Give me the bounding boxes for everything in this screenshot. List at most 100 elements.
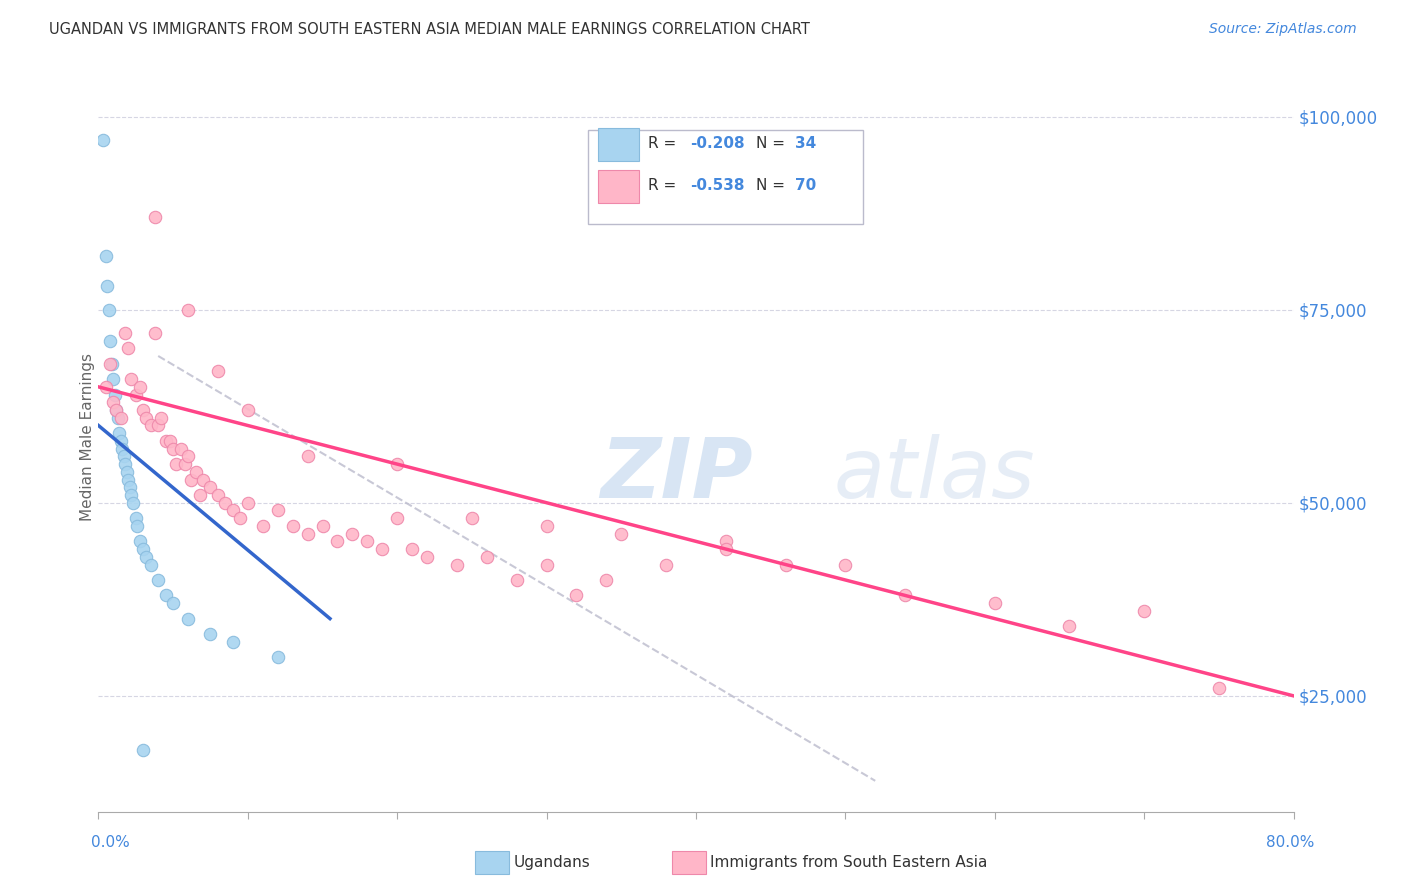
Text: Ugandans: Ugandans: [513, 855, 591, 870]
Point: [143, 210, 166, 224]
Point: [834, 558, 856, 572]
Point: [297, 526, 319, 541]
Text: Source: ZipAtlas.com: Source: ZipAtlas.com: [1209, 22, 1357, 37]
Point: [401, 542, 423, 557]
Point: [139, 418, 162, 433]
Point: [236, 496, 259, 510]
Point: [655, 558, 678, 572]
Point: [267, 650, 290, 665]
FancyBboxPatch shape: [589, 130, 863, 224]
Point: [222, 634, 245, 648]
Text: N =: N =: [756, 178, 790, 193]
Point: [135, 549, 157, 564]
FancyBboxPatch shape: [598, 169, 638, 202]
Text: atlas: atlas: [834, 434, 1035, 515]
Point: [103, 395, 125, 409]
Point: [94, 248, 117, 262]
Point: [105, 403, 128, 417]
Point: [775, 558, 797, 572]
Point: [129, 534, 152, 549]
Text: 80.0%: 80.0%: [1267, 836, 1315, 850]
Point: [169, 442, 191, 456]
Point: [214, 496, 236, 510]
Point: [200, 480, 222, 494]
Point: [118, 480, 141, 494]
Point: [188, 488, 211, 502]
Point: [107, 410, 129, 425]
Text: N =: N =: [756, 136, 790, 151]
Point: [177, 302, 200, 317]
Point: [356, 534, 378, 549]
Point: [297, 450, 319, 464]
Point: [177, 450, 200, 464]
Point: [184, 465, 207, 479]
Y-axis label: Median Male Earnings: Median Male Earnings: [80, 353, 94, 521]
Point: [714, 542, 737, 557]
Point: [148, 418, 170, 433]
Point: [127, 519, 149, 533]
Point: [229, 511, 252, 525]
Text: 70: 70: [796, 178, 817, 193]
Point: [110, 410, 132, 425]
Point: [326, 534, 349, 549]
Point: [342, 526, 364, 541]
Point: [174, 457, 197, 471]
Point: [536, 519, 558, 533]
Point: [461, 511, 484, 525]
Point: [1059, 619, 1081, 633]
Point: [222, 503, 245, 517]
Point: [115, 465, 138, 479]
Point: [236, 403, 259, 417]
Point: [91, 133, 114, 147]
Point: [135, 410, 157, 425]
Point: [114, 326, 136, 340]
Point: [117, 473, 139, 487]
Point: [610, 526, 633, 541]
Point: [281, 519, 304, 533]
Point: [120, 488, 142, 502]
Point: [446, 558, 468, 572]
Point: [1133, 604, 1156, 618]
Point: [112, 450, 135, 464]
Point: [267, 503, 290, 517]
Point: [132, 403, 155, 417]
Text: R =: R =: [648, 178, 682, 193]
Point: [311, 519, 333, 533]
Point: [129, 380, 152, 394]
Point: [108, 426, 131, 441]
Point: [139, 558, 162, 572]
Point: [385, 511, 409, 525]
Point: [121, 496, 143, 510]
Point: [565, 589, 588, 603]
Point: [104, 387, 127, 401]
Point: [125, 511, 148, 525]
Point: [143, 326, 166, 340]
Point: [97, 302, 120, 317]
Point: [117, 341, 139, 355]
Point: [132, 743, 155, 757]
Point: [385, 457, 409, 471]
Text: 34: 34: [796, 136, 817, 151]
Point: [98, 334, 122, 348]
Text: 0.0%: 0.0%: [91, 836, 131, 850]
Text: UGANDAN VS IMMIGRANTS FROM SOUTH EASTERN ASIA MEDIAN MALE EARNINGS CORRELATION C: UGANDAN VS IMMIGRANTS FROM SOUTH EASTERN…: [49, 22, 810, 37]
Point: [207, 364, 229, 378]
Point: [155, 589, 177, 603]
Point: [207, 488, 229, 502]
Point: [416, 549, 439, 564]
Point: [536, 558, 558, 572]
Point: [148, 573, 170, 587]
Point: [595, 573, 617, 587]
Point: [984, 596, 1007, 610]
Point: [98, 357, 122, 371]
Point: [120, 372, 142, 386]
Point: [110, 434, 132, 448]
Point: [162, 442, 184, 456]
Point: [1208, 681, 1230, 695]
Text: Immigrants from South Eastern Asia: Immigrants from South Eastern Asia: [710, 855, 987, 870]
Point: [200, 627, 222, 641]
Point: [132, 542, 155, 557]
Text: R =: R =: [648, 136, 682, 151]
Point: [96, 279, 118, 293]
Point: [105, 403, 128, 417]
